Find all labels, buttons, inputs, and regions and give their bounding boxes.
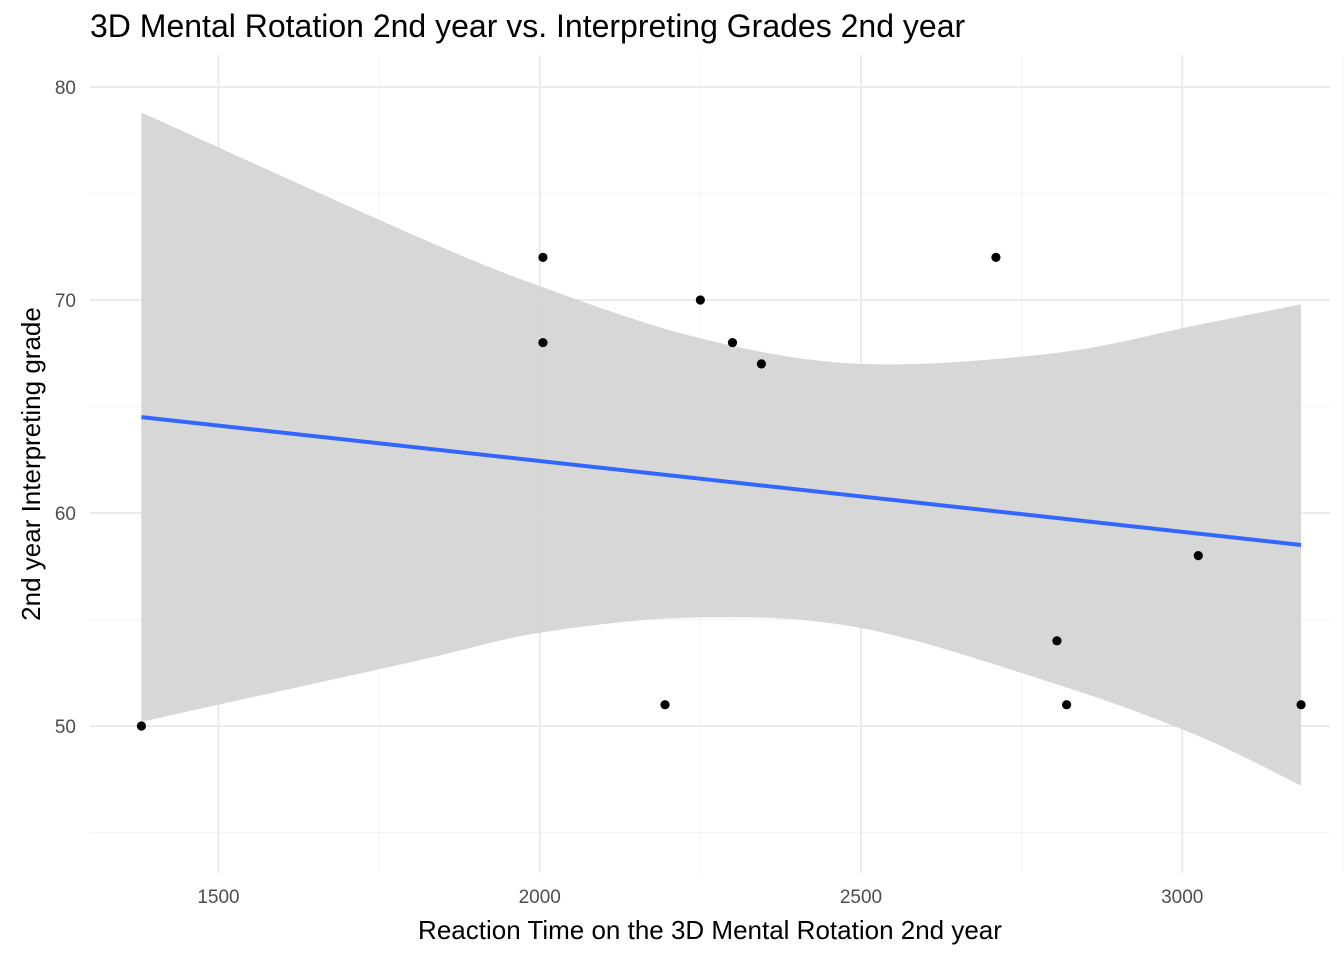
chart-title: 3D Mental Rotation 2nd year vs. Interpre…	[90, 8, 966, 44]
data-point	[136, 721, 146, 731]
data-point	[538, 337, 548, 348]
y-axis-title: 2nd year Interpreting grade	[16, 307, 46, 621]
data-point	[1052, 636, 1062, 646]
x-axis-title: Reaction Time on the 3D Mental Rotation …	[418, 915, 1002, 945]
x-tick-label: 1500	[197, 887, 239, 908]
data-point	[695, 295, 705, 305]
data-point	[991, 252, 1001, 262]
y-tick-label: 50	[55, 717, 76, 738]
data-point	[756, 359, 767, 369]
data-points	[136, 252, 1306, 731]
regression-line	[141, 415, 1302, 547]
confidence-band	[141, 112, 1302, 786]
x-tick-label: 2500	[840, 887, 882, 908]
data-point	[727, 337, 738, 348]
x-axis-tick-labels: 1500 2000 2500 3000	[197, 887, 1203, 908]
y-axis-tick-labels: 50 60 70 80	[55, 78, 76, 738]
data-point	[660, 700, 670, 710]
data-point	[538, 252, 548, 262]
y-tick-label: 70	[55, 291, 76, 312]
data-point	[1193, 551, 1203, 561]
data-point	[1296, 700, 1306, 710]
y-tick-label: 80	[55, 78, 76, 99]
data-point	[1061, 700, 1072, 710]
x-tick-label: 3000	[1161, 887, 1203, 908]
x-tick-label: 2000	[519, 887, 561, 908]
y-tick-label: 60	[55, 504, 76, 525]
